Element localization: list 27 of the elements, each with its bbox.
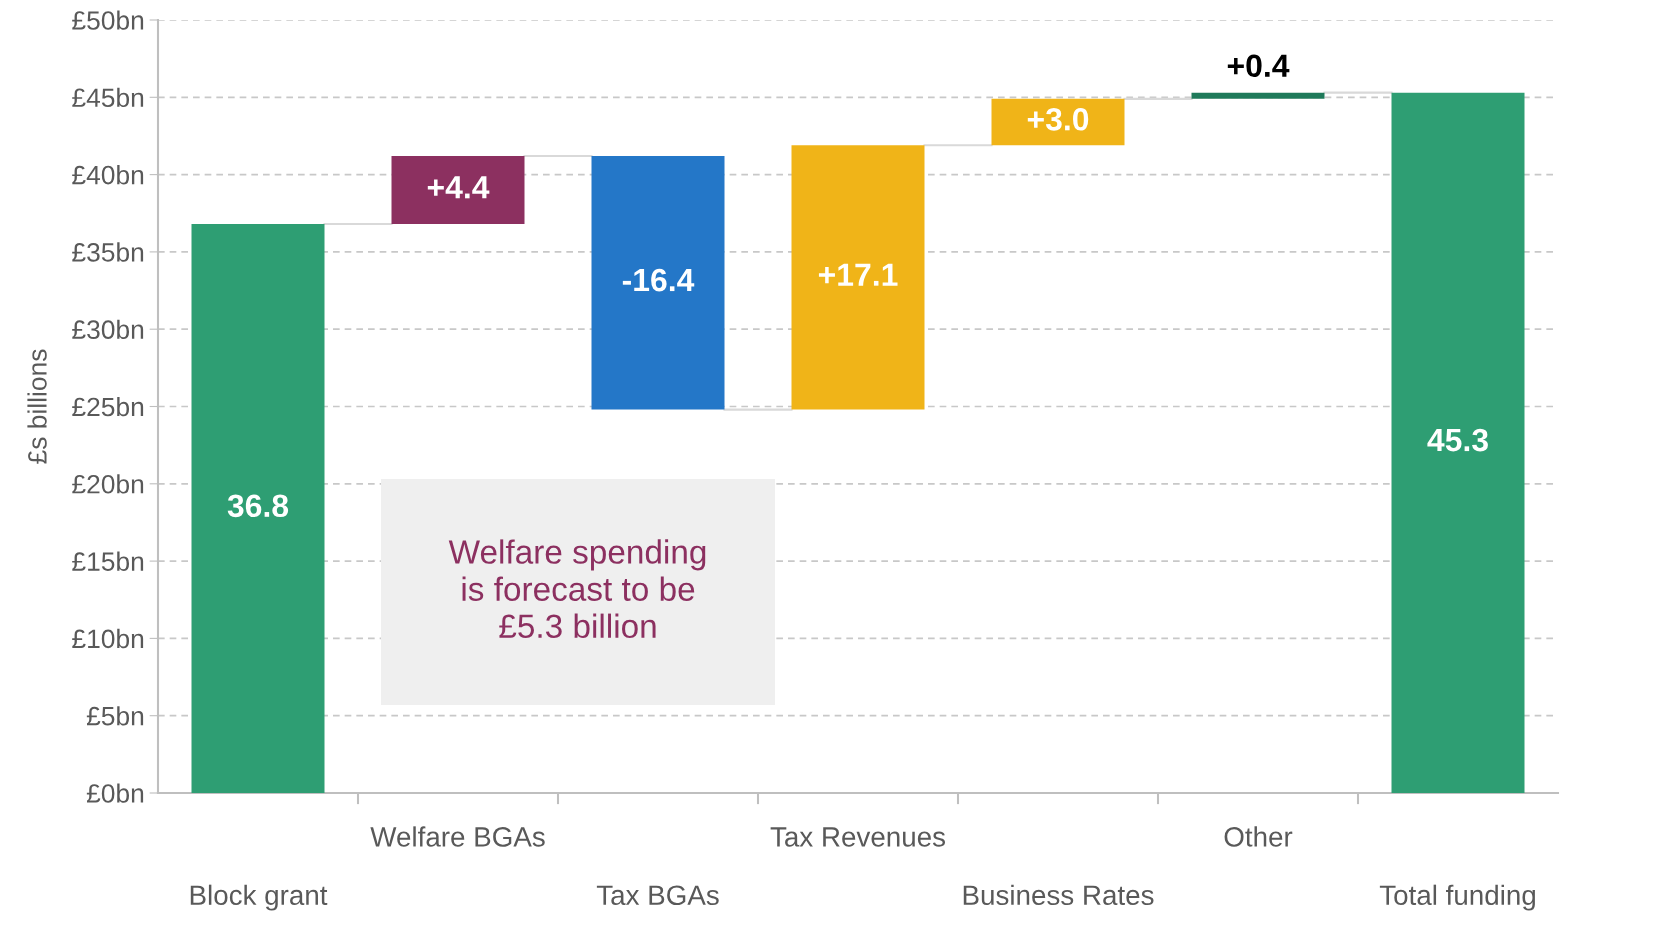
y-axis-title: £s billions — [27, 349, 47, 464]
annotation: Welfare spending is forecast to be £5.3 billion — [448, 539, 706, 639]
x-tick-label: Other — [1224, 826, 1293, 847]
y-tick-label: £25bn — [72, 396, 144, 417]
x-tick-label: Block grant — [190, 884, 328, 911]
data-label: +4.4 — [427, 176, 490, 199]
y-tick-label: £35bn — [72, 242, 144, 262]
data-label: +0.4 — [1227, 54, 1290, 78]
x-tick-label: Business Rates — [963, 884, 1154, 906]
data-label: 36.8 — [227, 494, 289, 518]
y-tick-label: £0bn — [86, 783, 144, 803]
x-tick-label: Total funding — [1379, 884, 1535, 911]
y-tick-label: £5bn — [86, 706, 144, 726]
data-label: +17.1 — [818, 263, 898, 286]
y-tick-label: £20bn — [72, 474, 144, 494]
y-tick-label: £30bn — [72, 319, 144, 340]
x-tick-label: Tax Revenues — [770, 827, 946, 847]
data-label: 45.3 — [1427, 428, 1488, 452]
y-tick-label: £15bn — [72, 551, 144, 571]
data-label: +3.0 — [1027, 107, 1089, 131]
y-tick-label: £40bn — [72, 165, 144, 185]
x-tick-label: Tax BGAs — [596, 885, 719, 906]
x-tick-label: Welfare BGAs — [370, 826, 545, 847]
y-tick-label: £10bn — [72, 628, 144, 649]
y-tick-label: £50bn — [72, 10, 144, 30]
y-tick-label: £45bn — [72, 87, 144, 108]
data-label: -16.4 — [622, 268, 695, 292]
